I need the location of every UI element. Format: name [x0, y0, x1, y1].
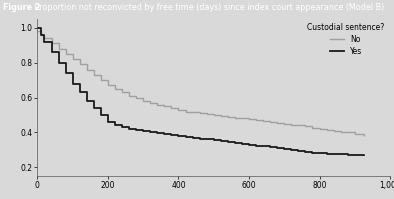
- Legend: No, Yes: No, Yes: [306, 21, 386, 57]
- Text: Figure 2: Figure 2: [3, 3, 40, 12]
- Text: Proportion not reconvicted by free time (days) since index court appearance (Mod: Proportion not reconvicted by free time …: [32, 3, 384, 12]
